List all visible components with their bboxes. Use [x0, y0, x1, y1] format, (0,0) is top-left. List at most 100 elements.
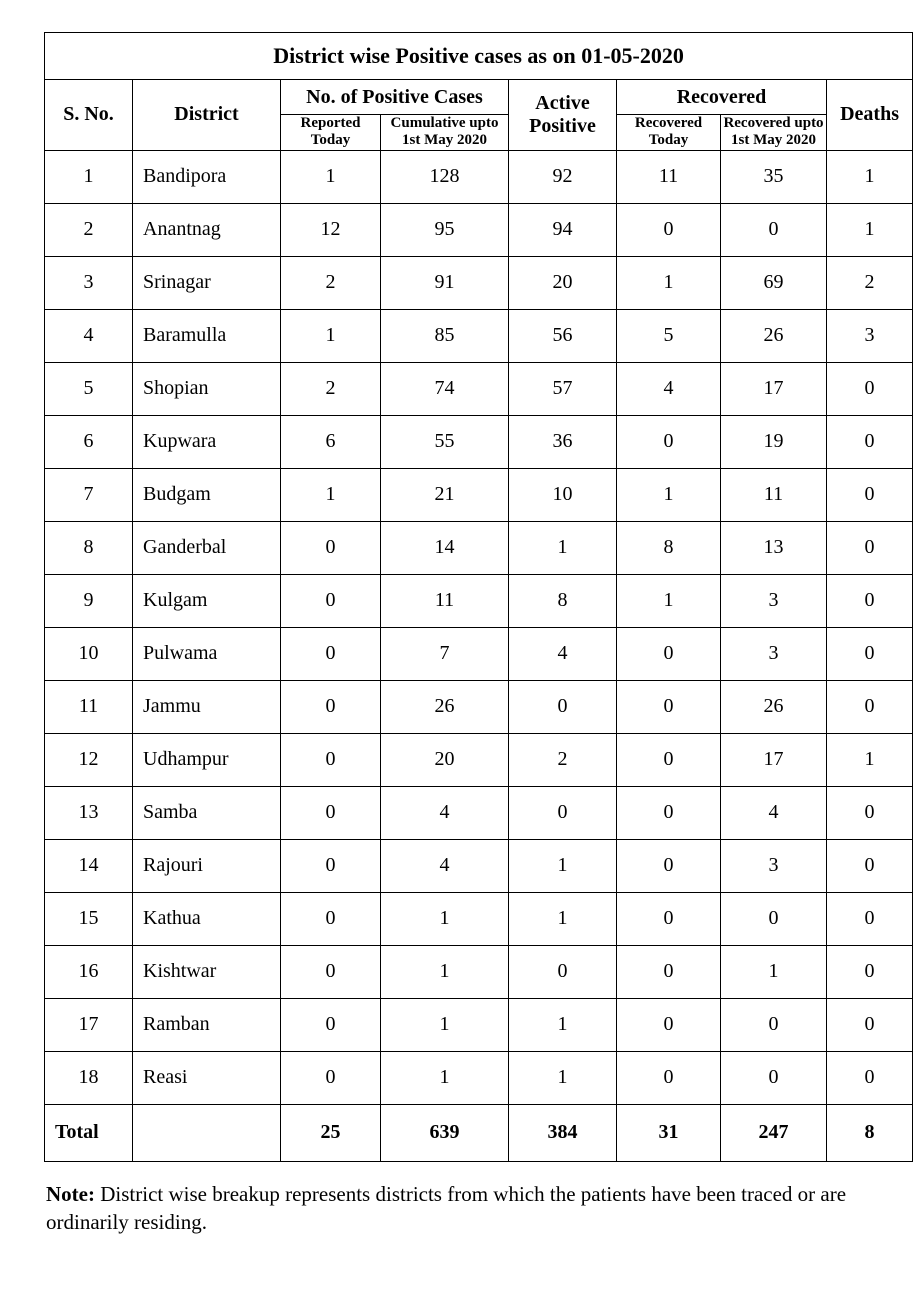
cell-district: Ganderbal: [133, 521, 281, 574]
cell-sno: 2: [45, 203, 133, 256]
cell-recovered-today: 0: [617, 627, 721, 680]
cell-deaths: 0: [827, 521, 913, 574]
table-row: 4Baramulla185565263: [45, 309, 913, 362]
cell-recovered-cum: 17: [721, 362, 827, 415]
cell-recovered-today: 0: [617, 680, 721, 733]
cell-district: Anantnag: [133, 203, 281, 256]
table-row: 10Pulwama074030: [45, 627, 913, 680]
cell-reported-today: 2: [281, 256, 381, 309]
table-row: 18Reasi011000: [45, 1051, 913, 1104]
cell-district: Ramban: [133, 998, 281, 1051]
cell-active: 1: [509, 521, 617, 574]
cell-recovered-cum: 35: [721, 150, 827, 203]
cell-deaths: 0: [827, 786, 913, 839]
cell-recovered-today: 0: [617, 415, 721, 468]
cell-deaths: 0: [827, 680, 913, 733]
cell-deaths: 1: [827, 203, 913, 256]
col-recovered-group: Recovered: [617, 80, 827, 115]
cell-recovered-cum: 11: [721, 468, 827, 521]
cell-recovered-cum: 69: [721, 256, 827, 309]
cell-reported-today: 0: [281, 839, 381, 892]
total-reported-today: 25: [281, 1104, 381, 1161]
cell-active: 2: [509, 733, 617, 786]
table-row: 14Rajouri041030: [45, 839, 913, 892]
cell-cumulative: 11: [381, 574, 509, 627]
col-recovered-today: Recovered Today: [617, 115, 721, 151]
cell-sno: 9: [45, 574, 133, 627]
cell-recovered-cum: 26: [721, 680, 827, 733]
cell-recovered-cum: 0: [721, 1051, 827, 1104]
cell-reported-today: 0: [281, 945, 381, 998]
cell-reported-today: 1: [281, 309, 381, 362]
table-row: 13Samba040040: [45, 786, 913, 839]
cell-recovered-cum: 13: [721, 521, 827, 574]
cell-cumulative: 55: [381, 415, 509, 468]
total-recovered-cum: 247: [721, 1104, 827, 1161]
cell-active: 0: [509, 945, 617, 998]
cell-deaths: 0: [827, 415, 913, 468]
cell-deaths: 0: [827, 1051, 913, 1104]
cell-district: Reasi: [133, 1051, 281, 1104]
table-title: District wise Positive cases as on 01-05…: [45, 33, 913, 80]
cell-sno: 6: [45, 415, 133, 468]
cell-cumulative: 1: [381, 945, 509, 998]
cell-reported-today: 0: [281, 574, 381, 627]
cell-sno: 7: [45, 468, 133, 521]
cell-active: 56: [509, 309, 617, 362]
cell-active: 0: [509, 786, 617, 839]
col-positive-group: No. of Positive Cases: [281, 80, 509, 115]
table-row: 6Kupwara655360190: [45, 415, 913, 468]
cell-sno: 12: [45, 733, 133, 786]
cell-recovered-today: 5: [617, 309, 721, 362]
cell-recovered-today: 4: [617, 362, 721, 415]
cell-district: Samba: [133, 786, 281, 839]
cell-active: 1: [509, 892, 617, 945]
cell-deaths: 2: [827, 256, 913, 309]
total-cumulative: 639: [381, 1104, 509, 1161]
table-row: 3Srinagar291201692: [45, 256, 913, 309]
footnote-text: District wise breakup represents distric…: [46, 1182, 846, 1234]
table-row: 12Udhampur02020171: [45, 733, 913, 786]
cell-recovered-today: 0: [617, 998, 721, 1051]
table-row: 9Kulgam0118130: [45, 574, 913, 627]
cell-reported-today: 0: [281, 733, 381, 786]
page: District wise Positive cases as on 01-05…: [0, 0, 919, 1297]
cell-active: 20: [509, 256, 617, 309]
cell-district: Srinagar: [133, 256, 281, 309]
title-row: District wise Positive cases as on 01-05…: [45, 33, 913, 80]
cell-cumulative: 4: [381, 839, 509, 892]
cell-deaths: 0: [827, 574, 913, 627]
cell-cumulative: 95: [381, 203, 509, 256]
cell-sno: 15: [45, 892, 133, 945]
cell-sno: 14: [45, 839, 133, 892]
total-district: [133, 1104, 281, 1161]
cell-deaths: 0: [827, 362, 913, 415]
cell-reported-today: 2: [281, 362, 381, 415]
cell-active: 1: [509, 998, 617, 1051]
cell-recovered-cum: 3: [721, 627, 827, 680]
cell-recovered-cum: 26: [721, 309, 827, 362]
cell-deaths: 0: [827, 998, 913, 1051]
cell-sno: 11: [45, 680, 133, 733]
cell-district: Budgam: [133, 468, 281, 521]
table-row: 1Bandipora11289211351: [45, 150, 913, 203]
col-active: Active Positive: [509, 80, 617, 151]
cell-recovered-cum: 0: [721, 998, 827, 1051]
cell-reported-today: 0: [281, 892, 381, 945]
cell-sno: 4: [45, 309, 133, 362]
total-active: 384: [509, 1104, 617, 1161]
total-row: Total 25 639 384 31 247 8: [45, 1104, 913, 1161]
cell-recovered-today: 0: [617, 733, 721, 786]
cell-sno: 8: [45, 521, 133, 574]
cell-sno: 16: [45, 945, 133, 998]
cell-recovered-cum: 17: [721, 733, 827, 786]
cell-district: Kathua: [133, 892, 281, 945]
cell-district: Kupwara: [133, 415, 281, 468]
cell-reported-today: 6: [281, 415, 381, 468]
col-cumulative: Cumulative upto 1st May 2020: [381, 115, 509, 151]
cell-cumulative: 91: [381, 256, 509, 309]
cell-reported-today: 0: [281, 1051, 381, 1104]
cell-cumulative: 14: [381, 521, 509, 574]
cell-recovered-today: 8: [617, 521, 721, 574]
cell-active: 4: [509, 627, 617, 680]
